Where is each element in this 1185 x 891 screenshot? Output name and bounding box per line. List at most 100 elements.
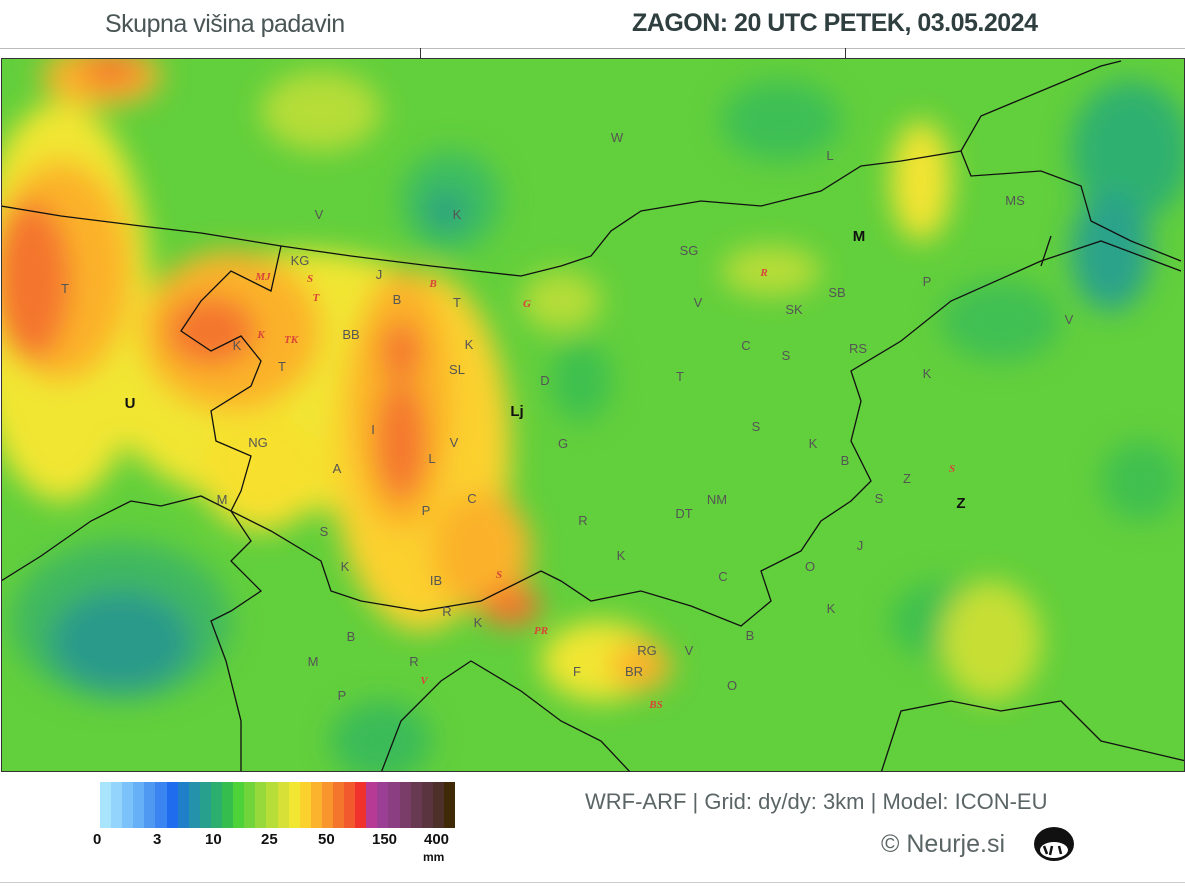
place-label: V [420,675,429,687]
place-label: B [428,278,436,290]
legend-swatch [299,782,311,828]
place-label: P [338,688,347,703]
legend-unit: mm [423,850,445,864]
border-line [2,60,1122,277]
legend-swatch [443,782,455,828]
place-label: K [341,559,350,574]
place-label: S [496,569,502,581]
border-line [1040,235,1052,267]
color-scale-legend [100,782,455,828]
legend-swatch [210,782,223,828]
place-label: BR [625,664,643,679]
place-label: S [307,273,313,285]
legend-swatch [255,782,267,828]
place-label: RG [637,643,657,658]
place-label: MJ [254,271,271,283]
border-line [960,150,1182,262]
precipitation-area [261,71,381,151]
place-label: S [752,419,761,434]
place-label: J [376,267,383,282]
place-label: D [540,373,549,388]
place-label: L [826,148,833,163]
legend-swatch [100,782,112,828]
place-label: BB [342,327,359,342]
precipitation-map: W L K V MS M SG KG J SB P T B T V SK BB K K C S RS T SL D T K V U Lj S… [1,58,1185,772]
place-label: T [61,281,69,296]
legend-swatch [177,782,189,828]
precipitation-area [721,81,841,161]
legend-swatch [377,782,389,828]
place-label: K [617,548,626,563]
place-label: TK [284,334,299,346]
place-label: J [857,538,864,553]
place-label: I [371,422,375,437]
place-label: DT [675,506,692,521]
place-label: S [949,463,955,475]
place-label: V [685,643,694,658]
legend-swatch [222,782,234,828]
place-label: BS [648,699,662,711]
place-label: RS [849,341,867,356]
run-time: ZAGON: 20 UTC PETEK, 03.05.2024 [632,9,1038,37]
place-label: A [333,461,342,476]
precipitation-area [1101,441,1181,521]
place-label: KG [291,253,310,268]
place-label: B [347,629,356,644]
precipitation-area [2,201,71,361]
precipitation-area [521,271,601,331]
place-label: P [422,503,431,518]
legend-swatch [432,782,444,828]
place-label: R [442,604,451,619]
precipitation-area [381,321,421,381]
precipitation-area [941,281,1061,361]
place-label: G [558,436,568,451]
place-label: K [453,207,462,222]
model-info: WRF-ARF | Grid: dy/dy: 3km | Model: ICON… [585,789,1048,814]
place-label: W [611,130,624,145]
place-label: T [313,292,321,304]
precipitation-area [376,381,426,501]
place-label: NM [707,492,727,507]
place-label: K [474,615,483,630]
legend-tick-label: 50 [318,831,335,848]
place-label: R [578,513,587,528]
place-label: V [315,207,324,222]
precipitation-area [431,491,531,611]
place-label: V [694,295,703,310]
place-label: M [853,228,866,245]
place-label: O [805,559,815,574]
place-label: Z [903,471,911,486]
precipitation-area [551,341,611,421]
legend-swatch [266,782,278,828]
place-label: C [718,569,727,584]
place-label: K [256,329,265,341]
place-label: B [841,453,850,468]
place-label: PR [534,625,548,637]
border-line [180,240,1182,627]
precipitation-area [611,641,671,691]
legend-swatch [199,782,211,828]
precipitation-area [1071,81,1184,221]
legend-swatch [355,782,367,828]
place-label: SK [785,302,803,317]
border-line [2,495,263,771]
precipitation-area [426,191,466,231]
place-label: Z [956,495,965,512]
place-label: B [746,628,755,643]
legend-swatch [244,782,256,828]
divider-tick [420,48,421,58]
map-title: Skupna višina padavin [105,10,345,38]
precipitation-area [721,246,821,296]
legend-swatch [321,782,333,828]
legend-tick-label: 3 [153,831,162,848]
precipitation-area [481,586,541,626]
place-label: V [450,435,459,450]
place-label: SL [449,362,465,377]
legend-swatch [122,782,134,828]
copyright[interactable]: © Neurje.si [881,830,1006,858]
legend-swatch [332,782,345,828]
precipitation-area [941,581,1041,701]
place-label: SG [680,243,699,258]
place-label: K [465,337,474,352]
legend-swatch [288,782,300,828]
